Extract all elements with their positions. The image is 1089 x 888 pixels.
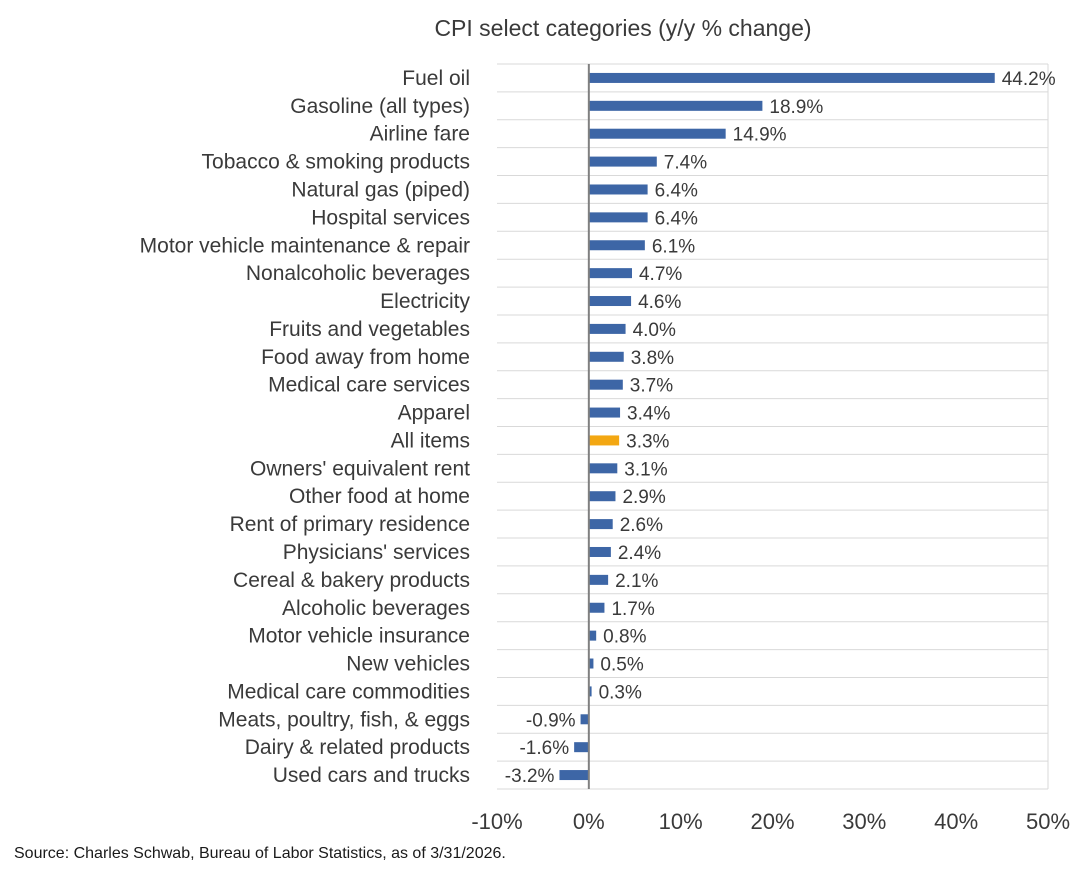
value-label: 4.0%: [633, 320, 676, 341]
bar-fruits-and-vegetables: [588, 323, 626, 334]
category-label: Food away from home: [261, 346, 470, 369]
category-label: Dairy & related products: [245, 736, 470, 759]
value-label: -1.6%: [519, 738, 569, 759]
category-label: Cereal & bakery products: [233, 569, 470, 592]
x-tick-label: 40%: [934, 809, 978, 834]
bar-airline-fare: [588, 128, 726, 139]
bar-hospital-services: [588, 212, 648, 223]
value-label: 3.3%: [626, 431, 669, 452]
value-label: -0.9%: [526, 710, 576, 731]
bar-nonalcoholic-beverages: [588, 268, 632, 279]
source-note: Source: Charles Schwab, Bureau of Labor …: [14, 845, 506, 862]
category-label: Other food at home: [289, 485, 470, 508]
bar-gasoline-all-types: [588, 100, 763, 111]
category-label: Rent of primary residence: [230, 513, 470, 536]
bar-food-away-from-home: [588, 351, 624, 362]
bar-all-items: [588, 435, 620, 446]
bar-tobacco-smoking-products: [588, 156, 657, 167]
x-tick-label: 20%: [750, 809, 794, 834]
value-label: 6.1%: [652, 236, 695, 257]
category-label: Physicians' services: [283, 541, 470, 564]
value-label: 3.8%: [631, 348, 674, 369]
category-label: Owners' equivalent rent: [250, 457, 470, 480]
bar-alcoholic-beverages: [588, 602, 605, 613]
category-label: Meats, poultry, fish, & eggs: [218, 708, 470, 731]
category-label: Nonalcoholic beverages: [246, 262, 470, 285]
value-label: 2.9%: [622, 487, 665, 508]
x-tick-label: 0%: [573, 809, 605, 834]
category-label: Apparel: [398, 402, 470, 425]
value-label: 0.3%: [599, 682, 642, 703]
bar-fuel-oil: [588, 72, 995, 83]
value-label: 4.6%: [638, 292, 681, 313]
value-label: 18.9%: [769, 97, 823, 118]
category-label: Motor vehicle insurance: [248, 625, 470, 648]
value-label: 2.1%: [615, 571, 658, 592]
value-label: 6.4%: [655, 180, 698, 201]
value-label: 7.4%: [664, 153, 707, 174]
x-tick-label: 30%: [842, 809, 886, 834]
chart-title: CPI select categories (y/y % change): [434, 15, 811, 41]
bar-apparel: [588, 407, 621, 418]
category-label: Airline fare: [370, 123, 470, 146]
category-label: Medical care services: [268, 374, 470, 397]
bar-natural-gas-piped: [588, 184, 648, 195]
value-label: 3.1%: [624, 459, 667, 480]
value-label: 0.8%: [603, 627, 646, 648]
bar-used-cars-and-trucks: [559, 770, 589, 781]
bar-motor-vehicle-maintenance-repair: [588, 240, 645, 251]
value-label: 1.7%: [611, 599, 654, 620]
category-label: Gasoline (all types): [290, 95, 470, 118]
category-label: All items: [391, 429, 470, 452]
category-label: Hospital services: [311, 206, 470, 229]
bar-dairy-related-products: [574, 742, 589, 753]
value-label: 2.6%: [620, 515, 663, 536]
value-label: 3.7%: [630, 376, 673, 397]
value-label: 0.5%: [600, 655, 643, 676]
category-label: Fruits and vegetables: [269, 318, 470, 341]
bar-motor-vehicle-insurance: [588, 630, 597, 641]
value-label: 6.4%: [655, 208, 698, 229]
bar-other-food-at-home: [588, 491, 616, 502]
grid-lines: [497, 63, 1049, 790]
category-label: Fuel oil: [402, 67, 470, 90]
category-label: Natural gas (piped): [291, 178, 470, 201]
bar-electricity: [588, 296, 632, 307]
category-label: Motor vehicle maintenance & repair: [140, 234, 470, 257]
x-tick-label: -10%: [471, 809, 522, 834]
x-tick-label: 50%: [1026, 809, 1070, 834]
bar-cereal-bakery-products: [588, 574, 609, 585]
category-label: Tobacco & smoking products: [202, 151, 470, 174]
bar-rent-of-primary-residence: [588, 519, 613, 530]
axes: -10% 0% 10% 20% 30% 40% 50%: [471, 64, 1070, 834]
bar-owners-equivalent-rent: [588, 463, 618, 474]
bar-meats-poultry-fish-eggs: [580, 714, 589, 725]
value-label: 4.7%: [639, 264, 682, 285]
category-label: Used cars and trucks: [273, 764, 470, 787]
value-label: -3.2%: [505, 766, 555, 787]
bars: [559, 72, 995, 781]
bar-new-vehicles: [588, 658, 594, 669]
bar-physicians-services: [588, 546, 611, 557]
category-label: New vehicles: [346, 653, 470, 676]
category-label: Medical care commodities: [227, 680, 470, 703]
bar-medical-care-services: [588, 379, 623, 390]
value-label: 44.2%: [1002, 69, 1056, 90]
value-label: 2.4%: [618, 543, 661, 564]
category-label: Alcoholic beverages: [282, 597, 470, 620]
x-tick-label: 10%: [659, 809, 703, 834]
value-label: 14.9%: [733, 125, 787, 146]
category-label: Electricity: [380, 290, 470, 313]
labels: Fuel oil 44.2% Gasoline (all types) 18.9% Ai…: [140, 67, 1056, 787]
bar-medical-care-commodities: [588, 686, 592, 697]
value-label: 3.4%: [627, 404, 670, 425]
